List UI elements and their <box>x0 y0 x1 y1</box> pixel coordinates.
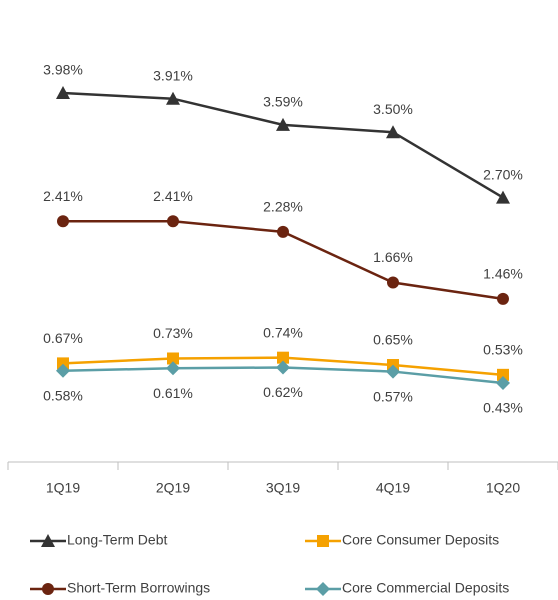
data-label: 3.91% <box>153 67 193 83</box>
x-tick-label: 2Q19 <box>156 480 190 496</box>
marker <box>496 376 510 390</box>
legend-marker <box>316 582 330 596</box>
data-label: 0.67% <box>43 330 83 346</box>
data-label: 2.41% <box>153 188 193 204</box>
marker <box>167 215 179 228</box>
legend-marker <box>42 583 54 595</box>
marker <box>276 117 290 131</box>
marker <box>166 91 180 105</box>
marker <box>386 364 400 379</box>
marker <box>56 86 70 99</box>
x-tick-label: 1Q19 <box>46 480 80 496</box>
legend-label: Core Commercial Deposits <box>342 580 509 596</box>
x-tick-label: 1Q20 <box>486 480 520 496</box>
data-label: 0.53% <box>483 342 523 358</box>
data-label: 1.46% <box>483 266 523 282</box>
marker <box>166 361 180 376</box>
marker <box>497 368 509 381</box>
legend-label: Short-Term Borrowings <box>67 580 210 596</box>
marker <box>497 292 509 305</box>
marker <box>57 215 69 228</box>
x-tick-label: 4Q19 <box>376 480 410 496</box>
data-label: 0.61% <box>153 385 193 401</box>
data-label: 2.41% <box>43 188 83 204</box>
marker <box>496 190 510 204</box>
data-label: 0.58% <box>43 387 83 403</box>
marker <box>56 363 70 378</box>
legend-marker <box>41 534 55 547</box>
x-tick-label: 3Q19 <box>266 480 300 496</box>
legend-label: Core Consumer Deposits <box>342 532 499 548</box>
data-label: 0.74% <box>263 324 303 340</box>
data-label: 0.43% <box>483 400 523 416</box>
marker <box>57 357 69 370</box>
legend-label: Long-Term Debt <box>67 532 167 548</box>
data-label: 0.57% <box>373 388 413 404</box>
data-label: 3.59% <box>263 94 303 110</box>
data-label: 0.62% <box>263 384 303 400</box>
marker <box>277 225 289 238</box>
data-label: 2.70% <box>483 166 523 182</box>
marker <box>167 352 179 365</box>
marker <box>386 125 400 139</box>
data-label: 3.50% <box>373 101 413 117</box>
marker <box>387 276 399 289</box>
data-label: 2.28% <box>263 199 303 215</box>
marker <box>276 360 290 375</box>
data-label: 0.65% <box>373 332 413 348</box>
marker <box>277 351 289 364</box>
data-label: 3.98% <box>43 62 83 78</box>
legend-marker <box>317 535 329 547</box>
data-label: 0.73% <box>153 325 193 341</box>
data-label: 1.66% <box>373 249 413 265</box>
